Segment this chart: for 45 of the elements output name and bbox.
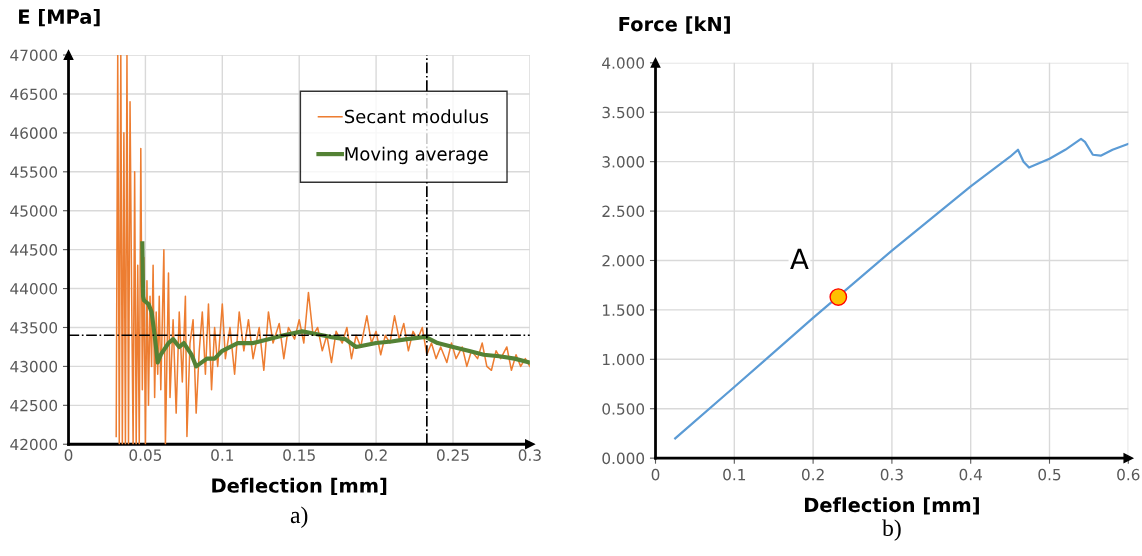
y-tick-label: 45000 (10, 205, 58, 217)
y-axis-title: E [MPa] (19, 8, 100, 27)
y-tick-label: 1.000 (603, 353, 645, 366)
legend-label: Secant modulus (344, 109, 489, 124)
y-tick-label: 1.500 (603, 304, 645, 316)
x-tick-label: 0.1 (211, 449, 234, 461)
y-tick-label: 43000 (10, 360, 58, 373)
y-tick-label: 2.000 (602, 254, 645, 267)
y-tick-label: 0.500 (602, 403, 645, 415)
y-tick-label: 42000 (10, 438, 58, 451)
y-tick-label: 3.500 (602, 106, 645, 119)
y-tick-label: 2.500 (602, 205, 645, 218)
annotation: A (790, 248, 809, 270)
x-tick-label: 0.05 (129, 449, 162, 461)
x-tick-label: 0.5 (1038, 468, 1061, 481)
y-tick-label: 46000 (10, 127, 58, 139)
y-tick-label: 46500 (10, 88, 58, 100)
y-tick-label: 42500 (10, 399, 58, 412)
y-tick-label: 3.000 (602, 156, 645, 168)
x-axis-title: Deflection [mm] (212, 477, 387, 496)
y-axis-title: Force [kN] (619, 16, 730, 34)
x-tick-label: 0.25 (436, 449, 469, 461)
y-tick-label: 0.000 (602, 452, 645, 465)
x-tick-label: 0.3 (518, 449, 541, 461)
y-tick-label: 47000 (10, 49, 58, 62)
x-tick-label: 0.4 (959, 468, 982, 481)
x-tick-label: 0.2 (801, 468, 824, 481)
y-tick-label: 44500 (10, 244, 58, 256)
text: b) (882, 519, 901, 541)
x-axis-title: Deflection [mm] (804, 497, 979, 515)
y-tick-label: 44000 (10, 283, 58, 295)
x-tick-label: 0.1 (723, 468, 746, 481)
line-series (140, 241, 530, 369)
y-tick-label: 45500 (10, 166, 58, 178)
x-tick-label: 0 (64, 449, 73, 461)
y-tick-label: 43500 (10, 321, 58, 334)
line-series (674, 137, 1129, 440)
y-tick-label: 4.000 (602, 57, 645, 69)
x-tick-label: 0.6 (1117, 468, 1140, 481)
x-tick-label: 0 (651, 468, 660, 481)
x-tick-label: 0.3 (880, 468, 903, 481)
legend-label: Moving average (345, 146, 488, 165)
x-tick-label: 0.15 (283, 449, 315, 461)
text: a) (290, 506, 308, 528)
x-tick-label: 0.2 (364, 449, 387, 461)
